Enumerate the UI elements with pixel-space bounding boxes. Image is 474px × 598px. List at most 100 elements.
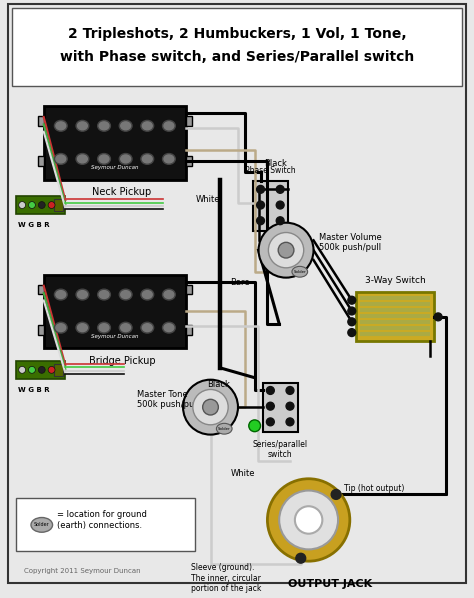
FancyBboxPatch shape xyxy=(186,156,192,166)
Ellipse shape xyxy=(55,322,67,333)
Ellipse shape xyxy=(98,120,110,131)
FancyBboxPatch shape xyxy=(186,116,192,126)
Ellipse shape xyxy=(99,291,109,298)
Circle shape xyxy=(38,367,45,373)
Text: Bare: Bare xyxy=(230,277,250,286)
Text: Solder: Solder xyxy=(218,427,230,431)
Circle shape xyxy=(18,202,26,209)
FancyBboxPatch shape xyxy=(356,292,434,341)
Ellipse shape xyxy=(31,517,53,532)
Ellipse shape xyxy=(141,154,154,164)
Ellipse shape xyxy=(119,289,132,300)
FancyBboxPatch shape xyxy=(9,4,465,583)
Circle shape xyxy=(183,380,238,435)
FancyBboxPatch shape xyxy=(38,325,44,335)
Text: Solder: Solder xyxy=(293,270,306,274)
Circle shape xyxy=(278,242,294,258)
Ellipse shape xyxy=(142,291,152,298)
Circle shape xyxy=(434,313,442,321)
Ellipse shape xyxy=(163,154,175,164)
Text: Phase Switch: Phase Switch xyxy=(245,166,296,175)
Circle shape xyxy=(256,185,264,193)
Ellipse shape xyxy=(121,324,130,332)
Circle shape xyxy=(266,386,274,395)
Ellipse shape xyxy=(164,155,174,163)
Ellipse shape xyxy=(217,423,232,434)
Text: W G B R: W G B R xyxy=(18,386,50,392)
Circle shape xyxy=(295,507,322,533)
Circle shape xyxy=(249,420,261,432)
Circle shape xyxy=(256,201,264,209)
Circle shape xyxy=(28,367,36,373)
Text: Bridge Pickup: Bridge Pickup xyxy=(89,356,155,366)
Text: Master Volume
500k push/pull: Master Volume 500k push/pull xyxy=(319,233,382,252)
Ellipse shape xyxy=(56,324,66,332)
Ellipse shape xyxy=(55,154,67,164)
FancyBboxPatch shape xyxy=(38,116,44,126)
Ellipse shape xyxy=(141,120,154,131)
Circle shape xyxy=(268,233,304,268)
Circle shape xyxy=(266,402,274,410)
Ellipse shape xyxy=(141,322,154,333)
Ellipse shape xyxy=(141,289,154,300)
Ellipse shape xyxy=(121,122,130,130)
Ellipse shape xyxy=(76,289,89,300)
FancyBboxPatch shape xyxy=(54,364,64,376)
FancyBboxPatch shape xyxy=(16,196,65,214)
FancyBboxPatch shape xyxy=(44,106,186,179)
Circle shape xyxy=(266,418,274,426)
Ellipse shape xyxy=(142,324,152,332)
FancyBboxPatch shape xyxy=(16,498,195,551)
Circle shape xyxy=(203,399,219,415)
Text: 2 Tripleshots, 2 Humbuckers, 1 Vol, 1 Tone,: 2 Tripleshots, 2 Humbuckers, 1 Vol, 1 To… xyxy=(68,28,406,41)
Text: Master Tone
500k push/pull: Master Tone 500k push/pull xyxy=(137,389,199,409)
Ellipse shape xyxy=(56,122,66,130)
Ellipse shape xyxy=(99,122,109,130)
Ellipse shape xyxy=(121,291,130,298)
Ellipse shape xyxy=(164,291,174,298)
Circle shape xyxy=(279,490,338,550)
Circle shape xyxy=(259,222,313,277)
Circle shape xyxy=(331,490,341,499)
Ellipse shape xyxy=(78,291,87,298)
Text: 3-Way Switch: 3-Way Switch xyxy=(365,276,425,285)
Ellipse shape xyxy=(56,291,66,298)
Ellipse shape xyxy=(121,155,130,163)
FancyBboxPatch shape xyxy=(54,199,64,211)
Circle shape xyxy=(276,201,284,209)
FancyBboxPatch shape xyxy=(186,285,192,294)
Ellipse shape xyxy=(163,322,175,333)
Circle shape xyxy=(348,296,356,304)
Ellipse shape xyxy=(142,155,152,163)
Ellipse shape xyxy=(78,324,87,332)
Ellipse shape xyxy=(164,122,174,130)
Circle shape xyxy=(296,553,306,563)
Ellipse shape xyxy=(119,120,132,131)
Circle shape xyxy=(286,418,294,426)
Ellipse shape xyxy=(55,120,67,131)
Circle shape xyxy=(256,217,264,225)
Text: Sleeve (ground).
The inner, circular
portion of the jack: Sleeve (ground). The inner, circular por… xyxy=(191,563,261,593)
Ellipse shape xyxy=(98,322,110,333)
Circle shape xyxy=(48,202,55,209)
Circle shape xyxy=(267,479,350,561)
Ellipse shape xyxy=(164,324,174,332)
Circle shape xyxy=(286,386,294,395)
Circle shape xyxy=(348,318,356,326)
FancyBboxPatch shape xyxy=(263,383,298,432)
Text: Seymour Duncan: Seymour Duncan xyxy=(91,334,138,339)
Ellipse shape xyxy=(56,155,66,163)
FancyBboxPatch shape xyxy=(12,8,462,86)
Ellipse shape xyxy=(76,154,89,164)
Circle shape xyxy=(193,389,228,425)
Ellipse shape xyxy=(119,154,132,164)
Text: Bare: Bare xyxy=(201,391,220,400)
Circle shape xyxy=(18,367,26,373)
FancyBboxPatch shape xyxy=(44,274,186,348)
Ellipse shape xyxy=(78,155,87,163)
Ellipse shape xyxy=(99,324,109,332)
Text: White: White xyxy=(231,469,255,478)
Ellipse shape xyxy=(78,122,87,130)
Ellipse shape xyxy=(292,266,308,277)
Text: Black: Black xyxy=(207,380,230,389)
